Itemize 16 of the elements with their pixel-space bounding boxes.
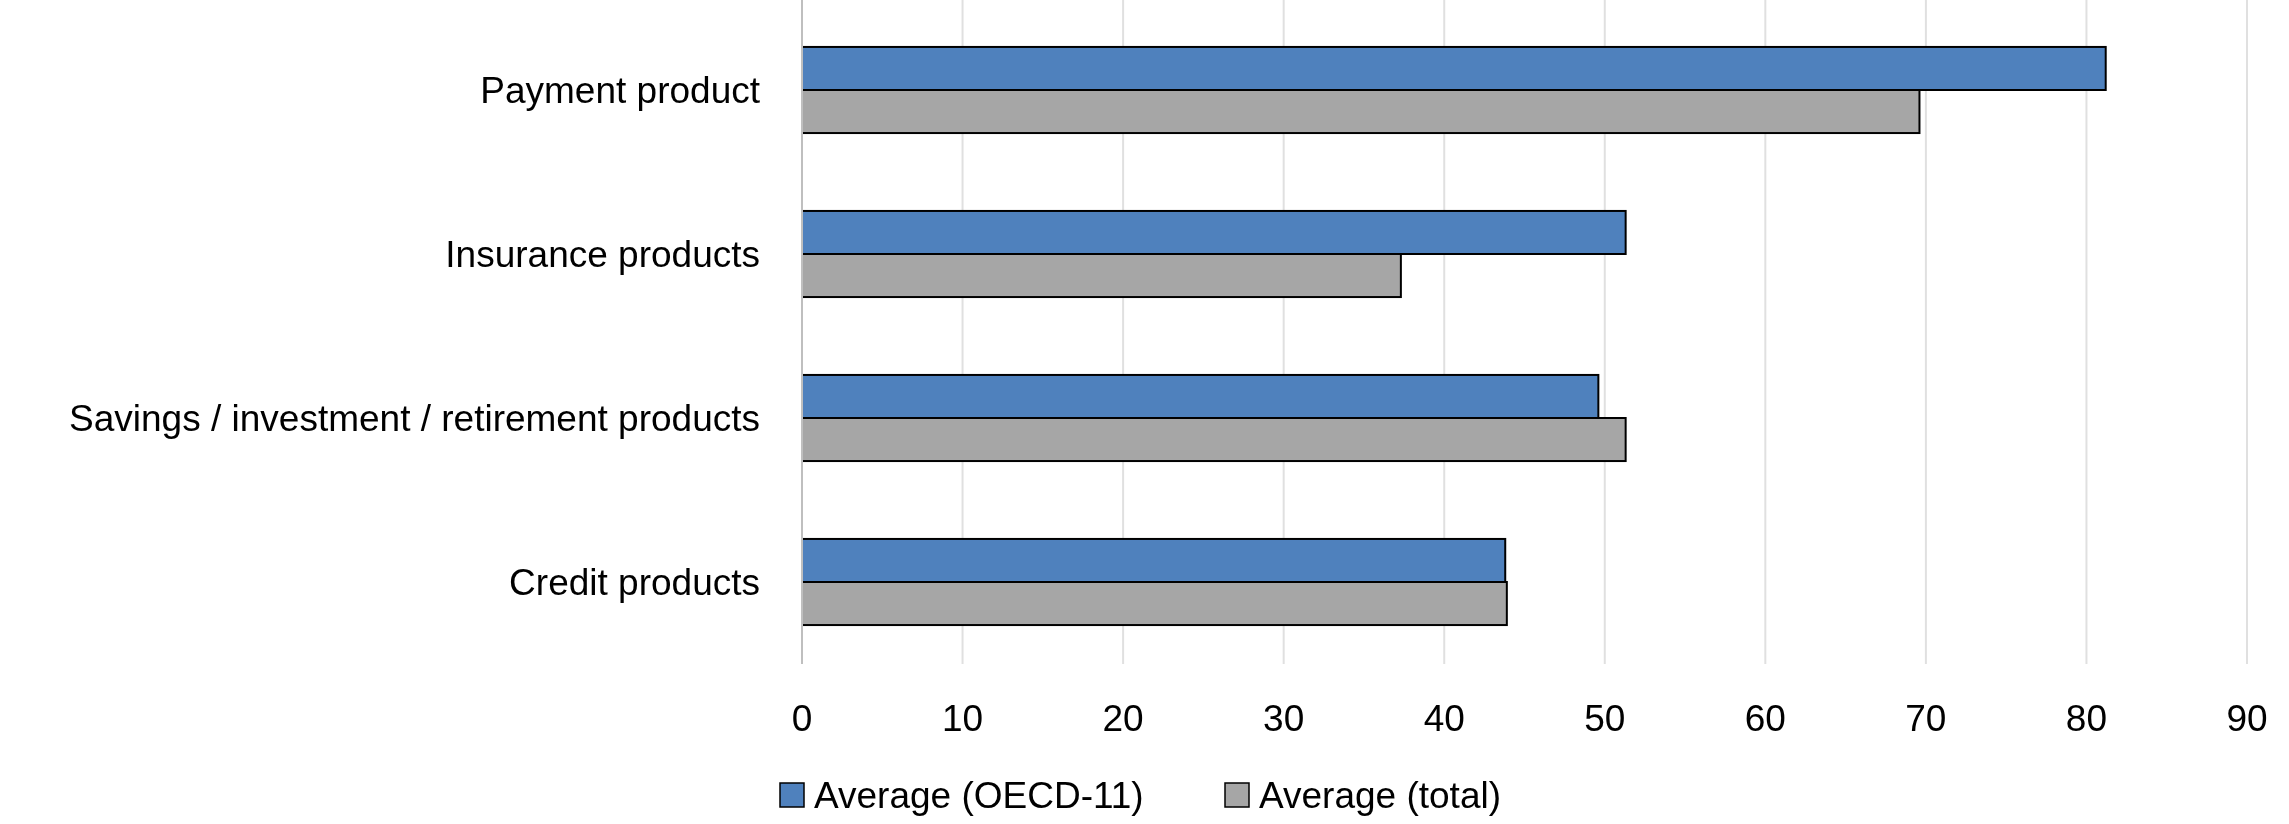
legend-label: Average (total)	[1259, 774, 1501, 816]
x-tick-label: 50	[1584, 697, 1626, 739]
x-tick-label: 60	[1744, 697, 1786, 739]
x-tick-label: 0	[791, 697, 813, 739]
y-tick-label: Credit products	[509, 561, 760, 603]
y-tick-label: Savings / investment / retirement products	[69, 397, 760, 439]
legend-label: Average (OECD-11)	[814, 774, 1144, 816]
x-tick-label: 30	[1263, 697, 1305, 739]
y-tick-label: Payment product	[480, 69, 761, 111]
x-tick-label: 80	[2065, 697, 2108, 739]
x-tick-label: 70	[1905, 697, 1947, 739]
x-tick-label: 90	[2226, 697, 2268, 739]
x-tick-label: 20	[1102, 697, 1144, 739]
x-tick-label: 40	[1423, 697, 1465, 739]
y-tick-label: Insurance products	[445, 233, 760, 275]
x-tick-label: 10	[941, 697, 984, 739]
